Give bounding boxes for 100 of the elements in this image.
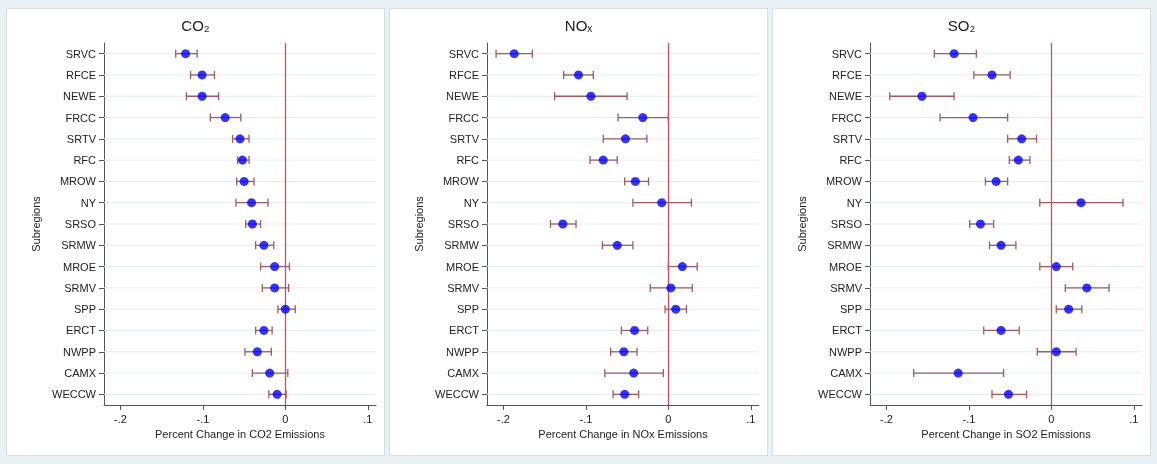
y-tick-label: SRMW bbox=[444, 239, 480, 252]
point bbox=[671, 304, 681, 314]
point bbox=[620, 389, 630, 399]
y-tick-label: NWPP bbox=[63, 345, 96, 358]
point bbox=[259, 325, 269, 335]
x-tick-label: -.2 bbox=[497, 412, 510, 425]
point bbox=[630, 325, 640, 335]
y-tick-label: FRCC bbox=[65, 111, 97, 124]
y-tick-label: SRMW bbox=[61, 239, 97, 252]
y-tick-label: ERCT bbox=[66, 324, 97, 337]
y-tick-label: SRSO bbox=[830, 218, 863, 230]
point bbox=[280, 304, 290, 314]
point bbox=[666, 283, 676, 293]
y-tick-label: RFCE bbox=[449, 68, 479, 81]
point bbox=[638, 113, 648, 123]
y-tick-label: SRTV bbox=[449, 132, 480, 145]
y-axis-title: Subregions bbox=[412, 195, 425, 252]
x-tick-label: -.1 bbox=[962, 412, 976, 425]
y-tick-label: NEWE bbox=[829, 90, 862, 103]
x-tick-label: -.2 bbox=[880, 412, 893, 425]
x-axis-title: Percent Change in NOx Emissions bbox=[538, 428, 709, 441]
point bbox=[558, 219, 568, 229]
point bbox=[1064, 304, 1074, 314]
y-tick-label: ERCT bbox=[449, 324, 480, 337]
y-tick-label: SRMV bbox=[64, 281, 97, 294]
point bbox=[197, 91, 207, 101]
point bbox=[612, 240, 622, 250]
x-tick-label: 0 bbox=[1048, 412, 1055, 425]
y-tick-label: RFCE bbox=[66, 68, 96, 81]
y-tick-label: SRSO bbox=[447, 218, 480, 230]
point bbox=[574, 70, 583, 80]
point bbox=[259, 240, 269, 250]
y-tick-label: NEWE bbox=[446, 90, 479, 103]
point bbox=[1051, 347, 1061, 357]
x-tick-label: -.1 bbox=[196, 412, 210, 425]
y-tick-label: ERCT bbox=[832, 324, 863, 337]
y-tick-label: MROE bbox=[63, 260, 96, 273]
point bbox=[968, 113, 978, 123]
y-tick-label: SRMV bbox=[830, 281, 863, 294]
y-tick-label: RFC bbox=[73, 154, 97, 167]
y-tick-label: WECCW bbox=[52, 388, 97, 401]
point bbox=[996, 240, 1006, 250]
chart-title: NOₓ bbox=[564, 17, 593, 34]
point bbox=[620, 134, 630, 144]
y-tick-label: FRCC bbox=[448, 111, 480, 124]
point bbox=[657, 198, 667, 208]
y-tick-label: SRSO bbox=[64, 218, 97, 230]
x-tick-label: 0 bbox=[282, 412, 289, 425]
point bbox=[1017, 134, 1027, 144]
y-tick-label: MROE bbox=[829, 260, 862, 273]
y-tick-label: SPP bbox=[456, 303, 479, 316]
y-tick-label: SPP bbox=[839, 303, 862, 316]
y-tick-label: WECCW bbox=[435, 388, 480, 401]
y-tick-label: NY bbox=[463, 196, 480, 209]
point bbox=[1076, 198, 1086, 208]
point bbox=[1013, 155, 1023, 165]
x-tick-label: 0 bbox=[665, 412, 672, 425]
y-tick-label: SRTV bbox=[832, 132, 863, 145]
y-tick-label: SRMW bbox=[827, 239, 863, 252]
y-tick-label: NY bbox=[846, 196, 863, 209]
y-tick-label: RFCE bbox=[832, 68, 862, 81]
point bbox=[975, 219, 985, 229]
point bbox=[270, 262, 280, 272]
y-axis-title: Subregions bbox=[795, 195, 808, 252]
x-tick-label: .1 bbox=[746, 412, 756, 425]
point bbox=[265, 368, 275, 378]
point bbox=[1051, 262, 1061, 272]
y-tick-label: RFC bbox=[839, 154, 863, 167]
y-tick-label: NY bbox=[80, 196, 97, 209]
point bbox=[252, 347, 262, 357]
y-tick-label: RFC bbox=[456, 154, 480, 167]
point bbox=[247, 198, 257, 208]
point bbox=[991, 176, 1001, 186]
point bbox=[509, 49, 519, 59]
chart-title: SO₂ bbox=[947, 17, 976, 34]
chart-title: CO₂ bbox=[181, 17, 210, 34]
x-axis-title: Percent Change in SO2 Emissions bbox=[921, 428, 1092, 441]
y-tick-label: SRMV bbox=[447, 281, 480, 294]
point bbox=[598, 155, 608, 165]
point bbox=[629, 368, 639, 378]
y-tick-label: MROE bbox=[446, 260, 479, 273]
point bbox=[586, 91, 596, 101]
y-tick-label: MROW bbox=[825, 175, 863, 188]
y-tick-label: NEWE bbox=[63, 90, 96, 103]
point bbox=[619, 347, 629, 357]
x-tick-label: -.2 bbox=[114, 412, 127, 425]
point bbox=[247, 219, 257, 229]
y-tick-label: SRVC bbox=[65, 47, 97, 60]
point bbox=[1003, 389, 1013, 399]
point bbox=[181, 49, 191, 59]
y-tick-label: SRVC bbox=[448, 47, 480, 60]
y-tick-label: CAMX bbox=[64, 367, 97, 380]
y-tick-label: SRVC bbox=[831, 47, 863, 60]
point bbox=[987, 70, 997, 80]
point bbox=[917, 91, 927, 101]
y-tick-label: FRCC bbox=[831, 111, 863, 124]
point bbox=[677, 262, 687, 272]
point bbox=[953, 368, 963, 378]
point bbox=[630, 176, 640, 186]
y-tick-label: MROW bbox=[59, 175, 97, 188]
